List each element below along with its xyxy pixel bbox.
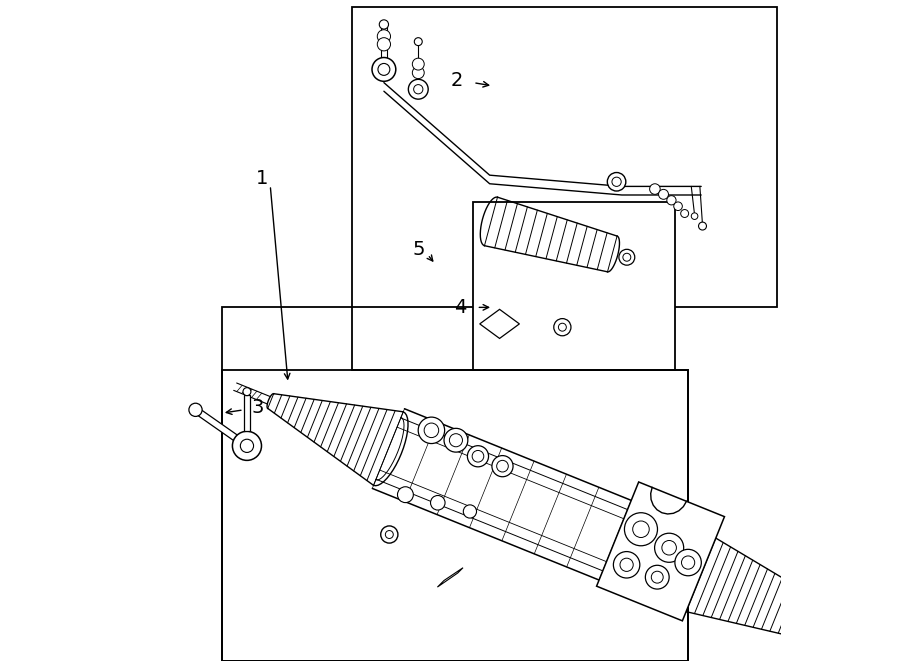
Polygon shape bbox=[480, 309, 519, 338]
Polygon shape bbox=[437, 568, 463, 587]
Circle shape bbox=[424, 423, 438, 438]
Circle shape bbox=[464, 505, 476, 518]
Polygon shape bbox=[194, 407, 248, 449]
Circle shape bbox=[608, 173, 625, 191]
Circle shape bbox=[652, 571, 663, 583]
Text: 5: 5 bbox=[413, 241, 425, 259]
Circle shape bbox=[444, 428, 468, 452]
Circle shape bbox=[843, 630, 852, 639]
Circle shape bbox=[558, 323, 566, 331]
Circle shape bbox=[467, 446, 489, 467]
Circle shape bbox=[681, 556, 695, 569]
Circle shape bbox=[412, 58, 424, 70]
Bar bbox=[473, 202, 675, 370]
Circle shape bbox=[378, 63, 390, 75]
Circle shape bbox=[377, 30, 391, 43]
Circle shape bbox=[645, 565, 669, 589]
Circle shape bbox=[497, 460, 508, 472]
Polygon shape bbox=[244, 395, 249, 431]
Circle shape bbox=[418, 417, 445, 444]
Polygon shape bbox=[222, 370, 688, 661]
Polygon shape bbox=[597, 482, 724, 621]
Circle shape bbox=[189, 403, 202, 416]
Circle shape bbox=[680, 210, 688, 217]
Circle shape bbox=[691, 213, 698, 219]
Circle shape bbox=[675, 549, 701, 576]
Circle shape bbox=[243, 387, 251, 395]
Circle shape bbox=[398, 486, 413, 502]
Circle shape bbox=[409, 79, 428, 99]
Text: 4: 4 bbox=[454, 298, 466, 317]
Circle shape bbox=[698, 222, 706, 230]
Circle shape bbox=[449, 434, 463, 447]
Circle shape bbox=[232, 431, 262, 460]
Circle shape bbox=[654, 533, 684, 563]
Circle shape bbox=[612, 177, 621, 186]
Circle shape bbox=[379, 20, 389, 29]
Circle shape bbox=[623, 253, 631, 261]
Circle shape bbox=[625, 513, 658, 546]
Circle shape bbox=[667, 196, 676, 205]
Circle shape bbox=[430, 496, 446, 510]
Circle shape bbox=[659, 189, 669, 200]
Circle shape bbox=[377, 38, 391, 51]
Circle shape bbox=[472, 450, 484, 462]
Circle shape bbox=[492, 455, 513, 477]
Circle shape bbox=[620, 558, 634, 571]
Bar bbox=[352, 7, 778, 307]
Circle shape bbox=[385, 531, 393, 539]
Circle shape bbox=[554, 319, 571, 336]
Circle shape bbox=[412, 67, 424, 79]
Text: 2: 2 bbox=[451, 71, 464, 90]
Circle shape bbox=[662, 541, 677, 555]
Circle shape bbox=[619, 249, 634, 265]
Circle shape bbox=[633, 521, 649, 537]
Circle shape bbox=[414, 85, 423, 94]
Circle shape bbox=[372, 58, 396, 81]
Circle shape bbox=[414, 38, 422, 46]
Text: 3: 3 bbox=[252, 399, 264, 417]
Circle shape bbox=[381, 526, 398, 543]
Circle shape bbox=[614, 551, 640, 578]
Circle shape bbox=[650, 184, 661, 194]
Text: 1: 1 bbox=[256, 169, 268, 188]
Circle shape bbox=[674, 202, 682, 210]
Circle shape bbox=[240, 439, 254, 452]
